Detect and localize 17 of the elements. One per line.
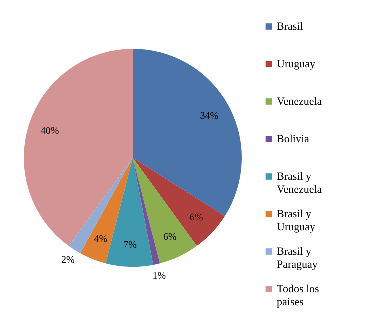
data-label: 34% — [200, 110, 219, 122]
legend-label: Brasil y Venezuela — [277, 170, 322, 196]
data-label: 6% — [163, 232, 177, 243]
data-label: 40% — [40, 126, 60, 138]
legend-label: Brasil — [277, 20, 304, 33]
data-label: 6% — [190, 212, 204, 224]
data-label: 2% — [61, 255, 75, 266]
legend-label: Brasil y Paraguay — [277, 246, 318, 271]
legend-label: Brasil y Uruguay — [277, 208, 316, 234]
data-label: 4% — [94, 234, 108, 246]
legend-label: Todos los paises — [277, 283, 320, 308]
legend-label: Bolivia — [277, 133, 310, 146]
data-label: 1% — [152, 271, 166, 282]
legend-label: Uruguay — [277, 58, 316, 70]
pie-slice — [106, 158, 154, 267]
data-label: 7% — [124, 240, 137, 252]
legend-label: Venezuela — [277, 96, 322, 108]
